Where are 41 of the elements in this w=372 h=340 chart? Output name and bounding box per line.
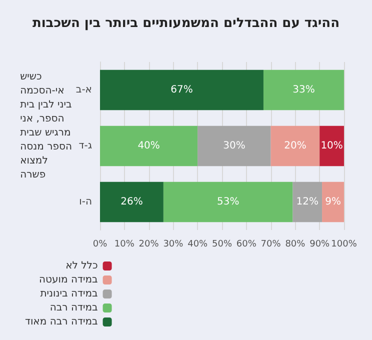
bar (198, 126, 271, 166)
data-label: 10% (320, 140, 343, 152)
bar (163, 182, 293, 222)
x-tick-label: 100% (331, 240, 358, 250)
x-tick-label: 40% (188, 240, 208, 250)
data-label: 30% (223, 140, 246, 152)
x-tick-label: 10% (114, 240, 135, 250)
x-tick-label: 60% (236, 240, 257, 250)
legend-label: במידה מועטה (38, 274, 98, 286)
legend-label: כלל לא (66, 260, 98, 272)
bar (100, 70, 264, 110)
chart-title: ההיגד עם ההבדלים המשמעותיים ביותר בין השכבות (32, 16, 340, 31)
bar (320, 126, 344, 166)
bar (292, 182, 322, 222)
data-label: 53% (216, 196, 240, 208)
legend-label: במידה בינונית (40, 288, 98, 300)
data-label: 40% (138, 140, 160, 152)
bar (100, 182, 164, 222)
x-tick-label: 80% (285, 240, 306, 250)
x-tick-label: 20% (138, 240, 160, 250)
y-tick-label: ה-ו (79, 196, 92, 208)
y-axis-title: כשיש אי-הסכמה ביני לבין בית הספר, אני מרגיש שבית הספר מנסה למצוא פשרה (20, 72, 72, 180)
bar (322, 182, 344, 222)
x-tick-label: 50% (212, 240, 232, 250)
data-label: 67% (170, 84, 193, 96)
bar (270, 126, 320, 166)
data-label: 26% (120, 196, 143, 208)
bar (263, 70, 344, 110)
x-tick-label: 30% (163, 240, 184, 250)
x-tick-label: 90% (310, 240, 330, 250)
data-label: 12% (296, 196, 319, 208)
y-tick-label: ג-ד (78, 140, 92, 152)
bar (100, 126, 198, 166)
legend-label: במידה רבה (50, 302, 98, 314)
x-tick-label: 0% (92, 240, 108, 250)
x-tick-label: 70% (260, 240, 282, 250)
data-label: 9% (325, 196, 341, 208)
data-label: 33% (292, 84, 315, 96)
legend-label: במידה רבה מאוד (24, 316, 98, 328)
y-tick-label: א-ב (76, 84, 92, 96)
data-label: 20% (284, 140, 306, 152)
